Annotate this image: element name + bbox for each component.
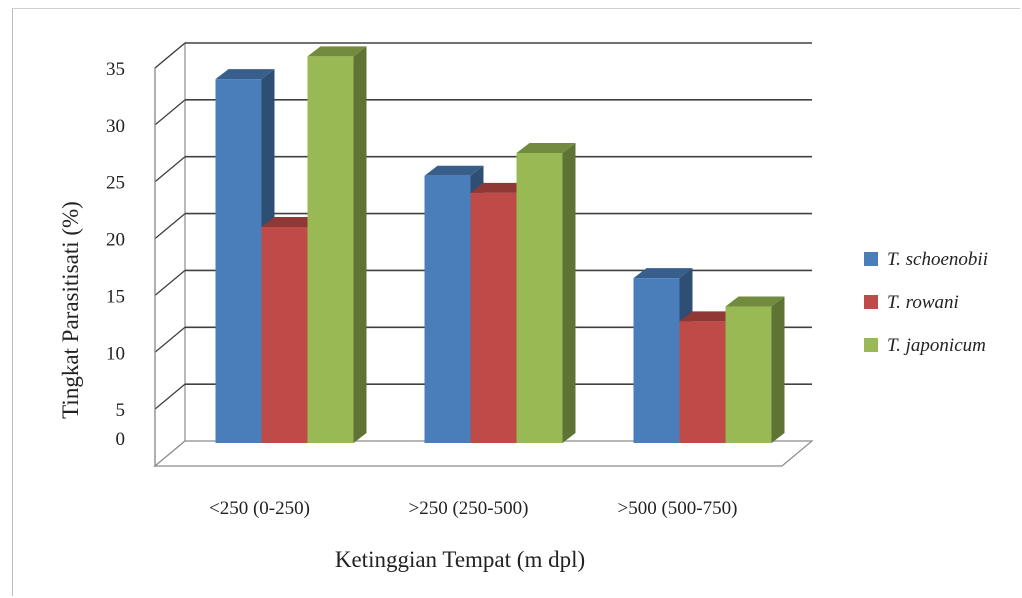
left-wall [154, 41, 186, 468]
bars [215, 46, 785, 444]
gridline-depth [154, 213, 186, 240]
legend-label: T. rowani [887, 292, 959, 313]
y-tick-label: 15 [106, 286, 125, 307]
bar-3-1 [307, 46, 367, 443]
bar-3-2 [516, 143, 576, 443]
chart-walls [154, 41, 186, 468]
chart-frame [12, 8, 1020, 596]
legend-label: T. japonicum [887, 335, 986, 356]
gridline-depth [154, 383, 186, 410]
y-tick-label: 10 [106, 343, 125, 364]
x-axis-title: Ketinggian Tempat (m dpl) [335, 547, 585, 572]
legend-label: T. schoenobii [887, 249, 988, 270]
y-axis-title: Tingkat Parasitisati (%) [58, 201, 83, 419]
legend-swatch [864, 295, 878, 309]
y-tick-label: 30 [106, 116, 125, 137]
legend: T. schoenobii T. rowani T. japonicum [864, 249, 988, 356]
legend-item: T. schoenobii [864, 249, 988, 270]
legend-swatch [864, 252, 878, 266]
floor-plane [153, 440, 814, 467]
y-tick-label: 35 [106, 59, 125, 80]
y-axis-ticks: 0 5 10 15 20 25 30 35 [106, 59, 125, 450]
x-tick-label: >500 (500-750) [618, 498, 738, 519]
legend-item: T. rowani [864, 292, 959, 313]
bar-3-3 [725, 296, 785, 443]
chart-floor [153, 68, 814, 467]
x-tick-label: <250 (0-250) [209, 498, 310, 519]
x-tick-label: >250 (250-500) [409, 498, 529, 519]
y-tick-label: 0 [116, 429, 126, 450]
legend-item: T. japonicum [864, 335, 986, 356]
y-tick-label: 20 [106, 230, 125, 251]
gridline-depth [154, 269, 186, 296]
gridline-depth [154, 42, 186, 69]
gridline-depth [154, 156, 186, 183]
gridline-depth [154, 99, 186, 126]
legend-swatch [864, 338, 878, 352]
x-axis-ticks: <250 (0-250) >250 (250-500) >500 (500-750) [209, 498, 737, 519]
y-tick-label: 25 [106, 173, 125, 194]
y-tick-label: 5 [116, 400, 126, 421]
gridline-depth [154, 326, 186, 353]
